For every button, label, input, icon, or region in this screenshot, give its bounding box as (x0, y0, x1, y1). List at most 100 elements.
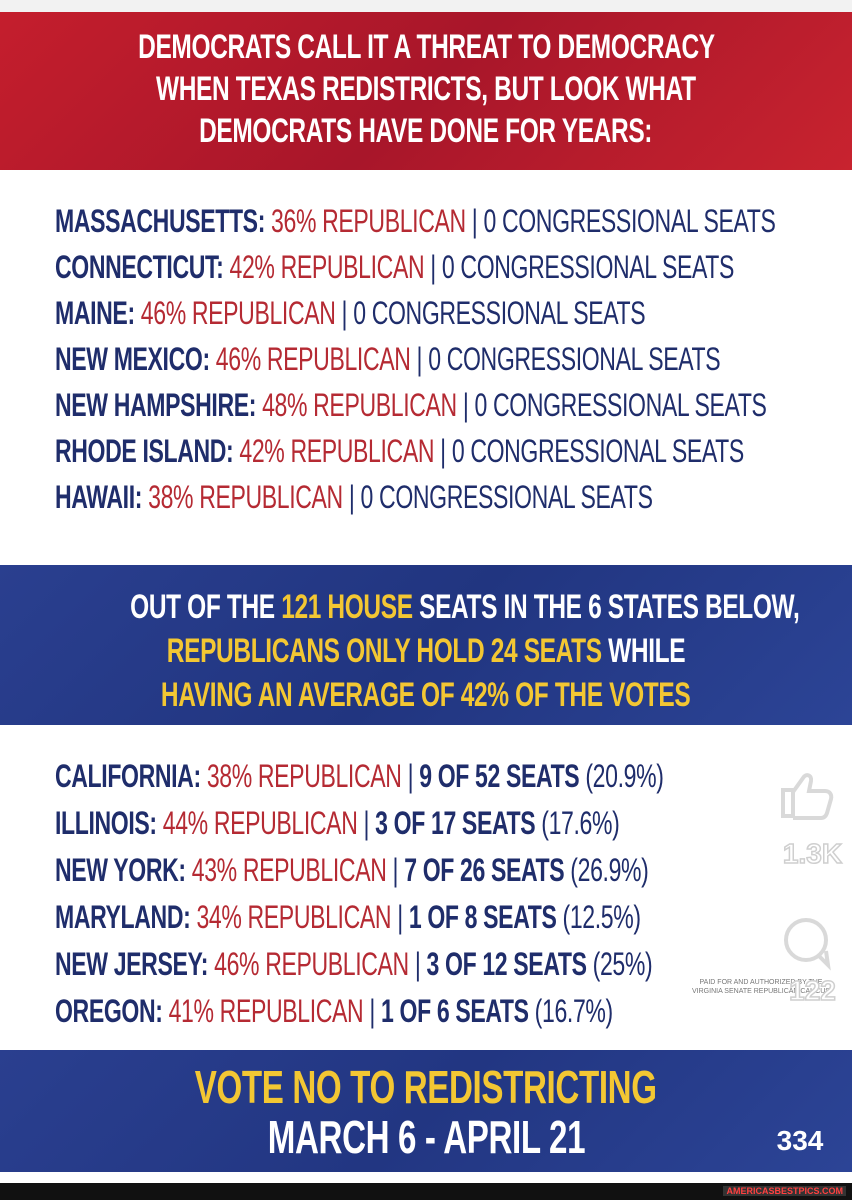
footer-text: VOTE NO TO REDISTRICTING (195, 1061, 657, 1113)
republican-share: 46% REPUBLICAN (215, 341, 411, 377)
banner-segment: WHILE (601, 632, 686, 670)
seats: 0 CONGRESSIONAL SEATS (483, 203, 776, 239)
seat-percent: (16.7%) (534, 993, 614, 1029)
state-name: ILLINOIS: (55, 805, 157, 841)
title-line: DEMOCRATS CALL IT A THREAT TO DEMOCRACY (0, 28, 852, 70)
comment-button[interactable] (784, 918, 831, 971)
banner-segment: 121 HOUSE (281, 588, 413, 626)
seats: 1 OF 6 SEATS (381, 993, 529, 1029)
banner-segment: HAVING AN AVERAGE OF 42% OF THE VOTES (161, 676, 691, 714)
row-text: NEW YORK: 43% REPUBLICAN | 7 OF 26 SEATS… (55, 852, 649, 889)
footer-line1: VOTE NO TO REDISTRICTING (0, 1060, 852, 1114)
footer-line2: MARCH 6 - APRIL 21 (0, 1110, 852, 1164)
seats: 0 CONGRESSIONAL SEATS (474, 387, 767, 423)
republican-share: 43% REPUBLICAN (191, 852, 387, 888)
seats: 0 CONGRESSIONAL SEATS (451, 433, 744, 469)
separator: | (407, 758, 414, 794)
seats: 3 OF 17 SEATS (375, 805, 536, 841)
banner-line: HAVING AN AVERAGE OF 42% OF THE VOTES (0, 676, 852, 720)
banner-text: REPUBLICANS ONLY HOLD 24 SEATS WHILE (166, 632, 686, 671)
state-row: MASSACHUSETTS: 36% REPUBLICAN | 0 CONGRE… (55, 203, 852, 249)
republican-share: 38% REPUBLICAN (206, 758, 402, 794)
state-row: CONNECTICUT: 42% REPUBLICAN | 0 CONGRESS… (55, 249, 852, 295)
title-text: DEMOCRATS HAVE DONE FOR YEARS: (199, 112, 653, 150)
seat-percent: (12.5%) (562, 899, 642, 935)
seats: 0 CONGRESSIONAL SEATS (353, 295, 646, 331)
state-row: MAINE: 46% REPUBLICAN | 0 CONGRESSIONAL … (55, 295, 852, 341)
seats: 1 OF 8 SEATS (408, 899, 557, 935)
row-text: NEW JERSEY: 46% REPUBLICAN | 3 OF 12 SEA… (55, 946, 653, 983)
state-name: MASSACHUSETTS: (55, 203, 266, 239)
footer-banner (0, 1050, 852, 1172)
separator: | (462, 387, 469, 423)
seat-percent: (26.9%) (570, 852, 649, 888)
seat-percent: (25%) (592, 946, 653, 982)
seat-percent: (20.9%) (585, 758, 664, 794)
like-count: 1.3K (782, 837, 843, 870)
state-name: CONNECTICUT: (55, 249, 224, 285)
state-row: NEW JERSEY: 46% REPUBLICAN | 3 OF 12 SEA… (55, 946, 852, 993)
banner-segment: SEATS IN THE 6 STATES BELOW, (412, 588, 800, 626)
seats: 0 CONGRESSIONAL SEATS (428, 341, 721, 377)
held-seat-list: CALIFORNIA: 38% REPUBLICAN | 9 OF 52 SEA… (55, 758, 852, 1040)
republican-share: 48% REPUBLICAN (262, 387, 457, 423)
row-text: OREGON: 41% REPUBLICAN | 1 OF 6 SEATS (1… (55, 993, 613, 1030)
disclaimer-line: VIRGINIA SENATE REPUBLICAN CAUCUS (692, 988, 830, 995)
state-row: RHODE ISLAND: 42% REPUBLICAN | 0 CONGRES… (55, 433, 852, 479)
banner-text: HAVING AN AVERAGE OF 42% OF THE VOTES (161, 676, 691, 715)
state-name: HAWAII: (55, 479, 143, 515)
separator: | (397, 899, 403, 935)
zero-seat-list: MASSACHUSETTS: 36% REPUBLICAN | 0 CONGRE… (55, 203, 852, 525)
row-text: RHODE ISLAND: 42% REPUBLICAN | 0 CONGRES… (55, 433, 744, 470)
separator: | (348, 479, 355, 515)
state-row: NEW HAMPSHIRE: 48% REPUBLICAN | 0 CONGRE… (55, 387, 852, 433)
disclaimer: PAID FOR AND AUTHORIZED BY THE VIRGINIA … (676, 978, 846, 996)
watermark: AMERICASBESTPICS.COM (723, 1186, 846, 1196)
separator: | (363, 805, 370, 841)
republican-share: 41% REPUBLICAN (168, 993, 364, 1029)
state-name: MARYLAND: (55, 899, 191, 935)
state-name: NEW MEXICO: (55, 341, 210, 377)
seat-percent: (17.6%) (541, 805, 620, 841)
seats: 0 CONGRESSIONAL SEATS (441, 249, 734, 285)
banner-segment: REPUBLICANS ONLY HOLD 24 SEATS (166, 632, 602, 670)
state-row: MARYLAND: 34% REPUBLICAN | 1 OF 8 SEATS … (55, 899, 852, 946)
seats: 7 OF 26 SEATS (404, 852, 565, 888)
title-line: WHEN TEXAS REDISTRICTS, BUT LOOK WHAT (0, 70, 852, 112)
title-text: WHEN TEXAS REDISTRICTS, BUT LOOK WHAT (156, 70, 696, 108)
mid-banner (0, 565, 852, 725)
separator: | (440, 433, 446, 469)
header-banner (0, 12, 852, 170)
separator: | (369, 993, 375, 1029)
banner-line: REPUBLICANS ONLY HOLD 24 SEATS WHILE (0, 632, 852, 676)
row-text: CONNECTICUT: 42% REPUBLICAN | 0 CONGRESS… (55, 249, 734, 286)
separator: | (341, 295, 348, 331)
state-row: NEW YORK: 43% REPUBLICAN | 7 OF 26 SEATS… (55, 852, 852, 899)
state-row: ILLINOIS: 44% REPUBLICAN | 3 OF 17 SEATS… (55, 805, 852, 852)
top-strip (0, 0, 852, 12)
state-name: NEW YORK: (55, 852, 186, 888)
separator: | (430, 249, 436, 285)
separator: | (392, 852, 399, 888)
row-text: NEW MEXICO: 46% REPUBLICAN | 0 CONGRESSI… (55, 341, 721, 378)
row-text: ILLINOIS: 44% REPUBLICAN | 3 OF 17 SEATS… (55, 805, 620, 842)
row-text: CALIFORNIA: 38% REPUBLICAN | 9 OF 52 SEA… (55, 758, 664, 795)
seats: 3 OF 12 SEATS (426, 946, 587, 982)
row-text: MAINE: 46% REPUBLICAN | 0 CONGRESSIONAL … (55, 295, 646, 332)
state-row: OREGON: 41% REPUBLICAN | 1 OF 6 SEATS (1… (55, 993, 852, 1040)
state-name: RHODE ISLAND: (55, 433, 234, 469)
banner-line: OUT OF THE 121 HOUSE SEATS IN THE 6 STAT… (0, 588, 852, 632)
row-text: MARYLAND: 34% REPUBLICAN | 1 OF 8 SEATS … (55, 899, 641, 936)
republican-share: 44% REPUBLICAN (162, 805, 358, 841)
row-text: NEW HAMPSHIRE: 48% REPUBLICAN | 0 CONGRE… (55, 387, 767, 424)
state-row: NEW MEXICO: 46% REPUBLICAN | 0 CONGRESSI… (55, 341, 852, 387)
separator: | (416, 341, 423, 377)
separator: | (414, 946, 421, 982)
title: DEMOCRATS CALL IT A THREAT TO DEMOCRACY W… (0, 28, 852, 154)
row-text: HAWAII: 38% REPUBLICAN | 0 CONGRESSIONAL… (55, 479, 653, 516)
share-count: 334 (776, 1125, 824, 1156)
like-button[interactable] (781, 773, 834, 820)
state-name: OREGON: (55, 993, 163, 1029)
republican-share: 46% REPUBLICAN (214, 946, 409, 982)
